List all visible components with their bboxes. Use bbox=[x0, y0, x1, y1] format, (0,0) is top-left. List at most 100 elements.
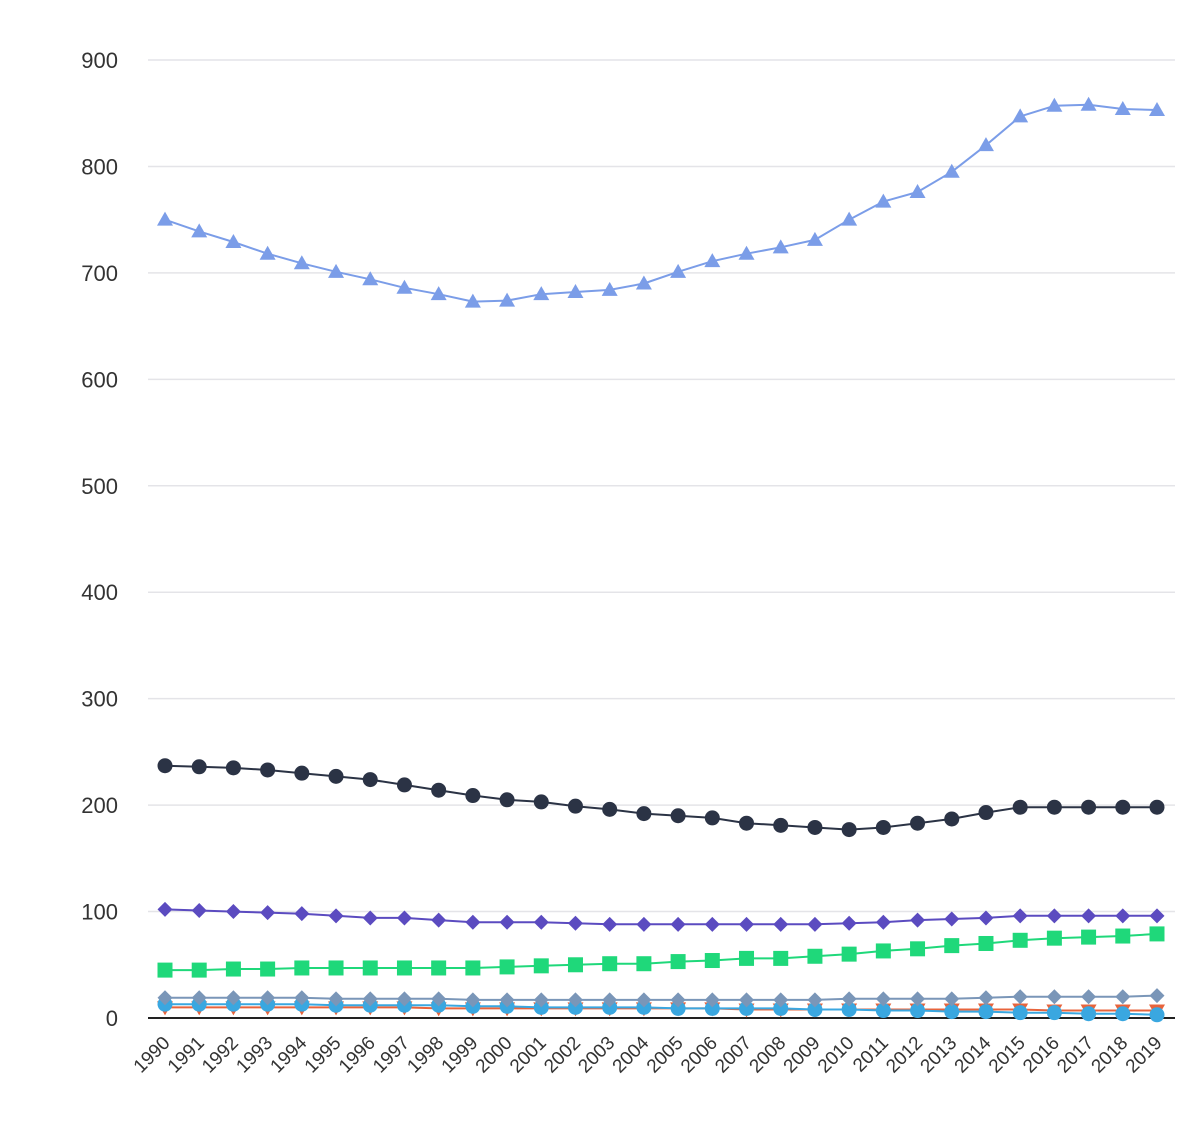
data-point-diamond bbox=[602, 992, 618, 1008]
data-point-diamond bbox=[1012, 989, 1028, 1005]
data-point-circle bbox=[1046, 799, 1062, 815]
data-point-circle bbox=[1046, 1005, 1062, 1021]
data-point-triangle bbox=[943, 163, 960, 178]
data-point-diamond bbox=[739, 992, 755, 1008]
x-tick-label: 2003 bbox=[574, 1033, 619, 1078]
data-point-circle bbox=[910, 1003, 926, 1019]
x-tick-label: 1998 bbox=[403, 1033, 448, 1078]
data-point-square bbox=[739, 950, 755, 966]
data-point-square bbox=[773, 950, 789, 966]
x-tick-label: 1992 bbox=[198, 1033, 243, 1078]
x-tick-label: 2015 bbox=[985, 1033, 1030, 1078]
data-point-square bbox=[1149, 926, 1165, 942]
data-point-circle bbox=[978, 1004, 994, 1020]
data-point-diamond bbox=[157, 901, 173, 917]
x-tick-label: 2006 bbox=[677, 1033, 722, 1078]
data-point-diamond bbox=[875, 914, 891, 930]
data-point-circle bbox=[1149, 1007, 1165, 1023]
series-4 bbox=[157, 988, 1165, 1008]
data-point-circle bbox=[978, 805, 994, 821]
data-point-square bbox=[191, 962, 207, 978]
series-3 bbox=[157, 926, 1165, 978]
x-tick-label: 1997 bbox=[369, 1033, 414, 1078]
data-point-square bbox=[431, 960, 447, 976]
series-line bbox=[165, 994, 1158, 1001]
y-tick-label: 0 bbox=[106, 1006, 118, 1031]
x-tick-label: 1996 bbox=[335, 1033, 380, 1078]
data-point-diamond bbox=[875, 991, 891, 1007]
data-point-circle bbox=[1081, 1006, 1097, 1022]
series-0 bbox=[157, 96, 1165, 308]
data-point-circle bbox=[704, 1000, 720, 1016]
data-point-triangle bbox=[533, 286, 550, 301]
y-tick-label: 600 bbox=[81, 367, 118, 392]
x-tick-label: 2017 bbox=[1053, 1033, 1098, 1078]
data-point-diamond bbox=[191, 902, 207, 918]
data-point-square bbox=[362, 960, 378, 976]
data-point-triangle bbox=[1046, 97, 1063, 112]
x-tick-label: 2008 bbox=[746, 1033, 791, 1078]
data-point-triangle bbox=[430, 286, 447, 301]
data-point-diamond bbox=[841, 991, 857, 1007]
data-point-diamond bbox=[978, 910, 994, 926]
data-point-diamond bbox=[739, 916, 755, 932]
series-line bbox=[164, 103, 1158, 303]
y-tick-label: 100 bbox=[81, 900, 118, 925]
y-tick-label: 800 bbox=[81, 154, 118, 179]
x-tick-label: 2019 bbox=[1122, 1033, 1167, 1078]
data-point-circle bbox=[328, 768, 344, 784]
data-point-diamond bbox=[431, 912, 447, 928]
data-point-circle bbox=[910, 815, 926, 831]
x-tick-label: 1993 bbox=[232, 1033, 277, 1078]
data-point-diamond bbox=[636, 916, 652, 932]
x-tick-label: 2013 bbox=[917, 1033, 962, 1078]
data-point-circle bbox=[944, 811, 960, 827]
x-tick-label: 1994 bbox=[267, 1032, 312, 1077]
data-point-diamond bbox=[910, 991, 926, 1007]
data-point-triangle bbox=[772, 239, 789, 254]
data-point-triangle bbox=[841, 211, 858, 226]
x-tick-label: 2012 bbox=[882, 1033, 927, 1078]
data-point-diamond bbox=[294, 990, 310, 1006]
y-tick-label: 700 bbox=[81, 261, 118, 286]
data-point-circle bbox=[739, 815, 755, 831]
data-point-circle bbox=[1115, 1006, 1131, 1022]
data-point-diamond bbox=[910, 912, 926, 928]
data-point-diamond bbox=[157, 990, 173, 1006]
data-point-diamond bbox=[465, 914, 481, 930]
x-tick-label: 2002 bbox=[540, 1033, 585, 1078]
data-point-square bbox=[704, 953, 720, 969]
data-point-diamond bbox=[465, 992, 481, 1008]
data-point-square bbox=[225, 961, 241, 977]
x-tick-label: 2018 bbox=[1088, 1033, 1133, 1078]
data-point-square bbox=[294, 960, 310, 976]
x-tick-label: 1990 bbox=[130, 1033, 175, 1078]
data-point-triangle bbox=[635, 275, 652, 290]
data-point-circle bbox=[875, 819, 891, 835]
data-point-diamond bbox=[1115, 908, 1131, 924]
data-point-square bbox=[1012, 932, 1028, 948]
data-point-triangle bbox=[293, 255, 310, 270]
data-point-diamond bbox=[602, 916, 618, 932]
data-point-diamond bbox=[636, 992, 652, 1008]
data-point-triangle bbox=[977, 137, 994, 152]
data-point-diamond bbox=[807, 916, 823, 932]
data-point-square bbox=[396, 960, 412, 976]
data-point-diamond bbox=[396, 991, 412, 1007]
data-point-diamond bbox=[328, 991, 344, 1007]
series-2 bbox=[157, 901, 1165, 932]
data-point-square bbox=[944, 938, 960, 954]
data-point-circle bbox=[1149, 799, 1165, 815]
data-point-diamond bbox=[944, 911, 960, 927]
data-point-circle bbox=[636, 806, 652, 822]
data-point-diamond bbox=[1081, 989, 1097, 1005]
data-point-diamond bbox=[704, 916, 720, 932]
data-point-diamond bbox=[1115, 989, 1131, 1005]
data-point-square bbox=[910, 941, 926, 957]
data-point-triangle bbox=[225, 234, 242, 249]
data-point-triangle bbox=[1012, 108, 1029, 123]
data-point-diamond bbox=[225, 990, 241, 1006]
data-point-square bbox=[1081, 929, 1097, 945]
data-point-diamond bbox=[431, 991, 447, 1007]
data-point-circle bbox=[157, 758, 173, 774]
